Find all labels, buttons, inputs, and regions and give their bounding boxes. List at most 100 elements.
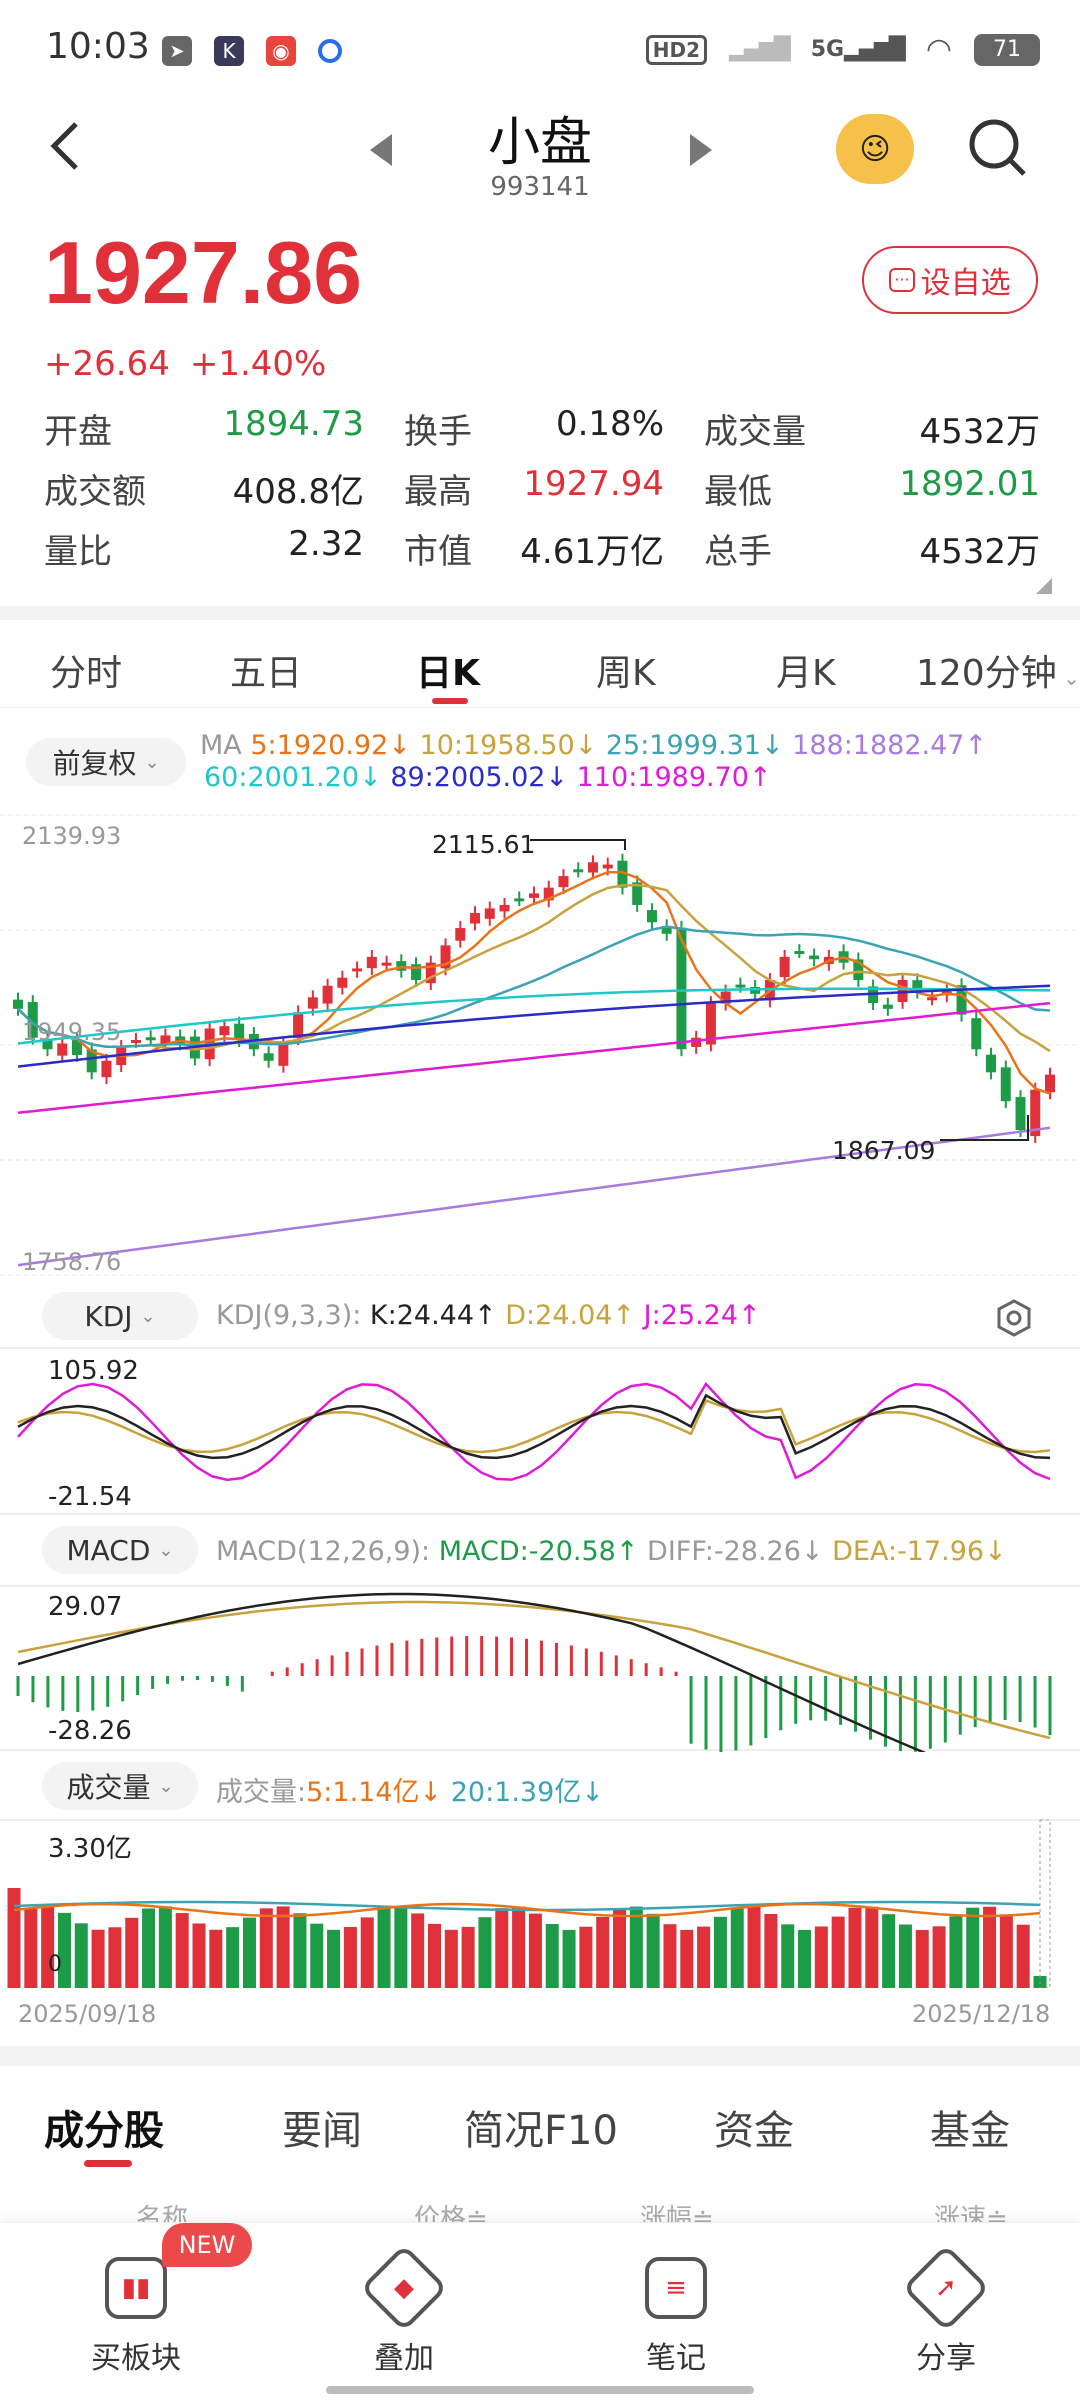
volume-bar [495,1908,509,1988]
macd-diff-line [17,1592,927,1752]
candle-body [27,1001,38,1038]
kdj-params: KDJ(9,3,3): [216,1300,362,1331]
volume-bar [192,1923,206,1988]
adjust-label: 前复权 [52,747,137,780]
kdj-dropdown[interactable]: KDJ ⌄ [42,1292,198,1340]
stock-code: 993141 [490,172,590,202]
volume-bar [276,1906,290,1988]
tab-yuek[interactable]: 月K [776,653,836,694]
volume-bar [327,1929,341,1988]
nav-buy-sector[interactable]: ▮▮ 买板块 [66,2257,206,2377]
tab-f10[interactable]: 简况F10 [464,2108,618,2154]
macd-params: MACD(12,26,9): [216,1536,431,1567]
candle-body [720,991,731,1004]
settings-icon[interactable] [994,1298,1034,1338]
tab-components[interactable]: 成分股 [44,2108,164,2154]
search-icon[interactable] [966,116,1028,178]
candle-body [396,961,407,971]
stat-cell: 总手 4532万 [704,524,1040,573]
chart-icon: ▮▮ [105,2257,167,2319]
status-bar: 10:03 ➤ K ◉ HD2 ▂▄▆█ 5G▂▄▆█ ◠ 71 [0,0,1080,100]
back-icon[interactable] [40,118,96,174]
stat-label: 开盘 [44,411,112,452]
stat-label: 量比 [44,531,112,572]
macd-diff: DIFF:-28.26↓ [647,1536,824,1567]
kline-chart[interactable] [0,810,1080,1280]
volume-bar [478,1917,492,1988]
candle-body [263,1053,274,1061]
stat-value: 1927.94 [523,463,664,504]
tab-fenshi[interactable]: 分时 [50,653,123,694]
volume-bar [1016,1924,1030,1988]
volume-chart[interactable] [0,1818,1080,1988]
candle-body [160,1035,171,1045]
kdj-d: D:24.04↑ [505,1300,636,1331]
expand-corner-icon[interactable] [1036,578,1052,594]
kline-ymin: 1758.76 [22,1248,122,1276]
volume-bar [999,1914,1013,1988]
tab-120min[interactable]: 120分钟 ⌄ [916,653,1080,694]
ma25-line [17,925,1051,1049]
info-tabs: 成分股 要闻 简况F10 资金 基金 [0,2082,1080,2172]
macd-chart[interactable] [0,1584,1080,1752]
nav-overlay[interactable]: ◆ 叠加 [334,2244,474,2377]
kdj-ymin: -21.54 [48,1482,132,1512]
candle-body [13,999,23,1009]
candle-body [411,964,422,980]
volume-dropdown[interactable]: 成交量 ⌄ [42,1762,198,1810]
volume-bar [158,1906,172,1988]
candle-body [971,1018,982,1050]
stat-label: 最高 [404,471,472,512]
kdj-chart[interactable] [0,1346,1080,1518]
tab-etf[interactable]: 基金 [930,2108,1010,2154]
stat-value: 408.8亿 [232,471,364,512]
candle-body [440,945,451,969]
high-marker-line [530,839,626,850]
volume-bar [579,1926,593,1988]
signal-label: 5G [810,37,845,62]
candle-body [956,985,967,1015]
stat-value: 4532万 [919,411,1040,452]
stat-cell: 成交额 408.8亿 [44,464,404,513]
tab-rik[interactable]: 日K [416,653,480,694]
volume-bar [949,1916,963,1988]
macd-value: MACD:-20.58↑ [438,1536,639,1567]
quote-stats: 开盘 1894.73 换手 0.18% 成交量 4532万 成交额 408.8亿 最高 1927.… [44,398,1040,578]
candle-body [352,968,363,972]
volume-bar [108,1927,122,1988]
nav-share[interactable]: ➚ 分享 [876,2244,1016,2377]
next-stock-icon[interactable] [690,134,712,166]
add-watchlist-button[interactable]: ··· 设自选 [862,246,1038,314]
mascot-icon[interactable]: 😉 [836,114,914,184]
volume-bar [394,1906,408,1988]
ma110-line [17,1001,1051,1114]
status-time: 10:03 [46,26,150,67]
stat-row: 量比 2.32 市值 4.61万亿 总手 4532万 [44,518,1040,578]
candle-body [484,908,495,919]
volume-bar [831,1916,845,1988]
macd-label: MACD [66,1533,151,1567]
ma60-value: 60:2001.20↓ [204,762,382,793]
tab-wuri[interactable]: 五日 [230,653,303,694]
active-tab-indicator [432,698,468,704]
volume-bar [629,1906,643,1988]
home-indicator[interactable] [326,2386,754,2394]
volume-bar [24,1908,38,1988]
volume-bar [242,1917,256,1988]
section-divider [0,606,1080,620]
volume-bar [7,1888,21,1988]
tab-funds[interactable]: 资金 [714,2108,794,2154]
candle-body [661,926,672,934]
candle-body [1045,1074,1055,1093]
candle-body [853,959,864,980]
macd-dropdown[interactable]: MACD ⌄ [42,1526,198,1574]
adjust-dropdown[interactable]: 前复权 ⌄ [26,738,186,786]
prev-stock-icon[interactable] [370,134,392,166]
telegram-icon: ➤ [162,36,192,66]
tab-zhouk[interactable]: 周K [596,653,656,694]
nav-notes[interactable]: ≡ 笔记 [606,2257,746,2377]
notification-icons: ➤ K ◉ [162,36,342,66]
current-price: 1927.86 [44,223,363,322]
tab-news[interactable]: 要闻 [282,2108,362,2154]
system-icons: HD2 ▂▄▆█ 5G▂▄▆█ ◠ 71 [645,32,1040,67]
